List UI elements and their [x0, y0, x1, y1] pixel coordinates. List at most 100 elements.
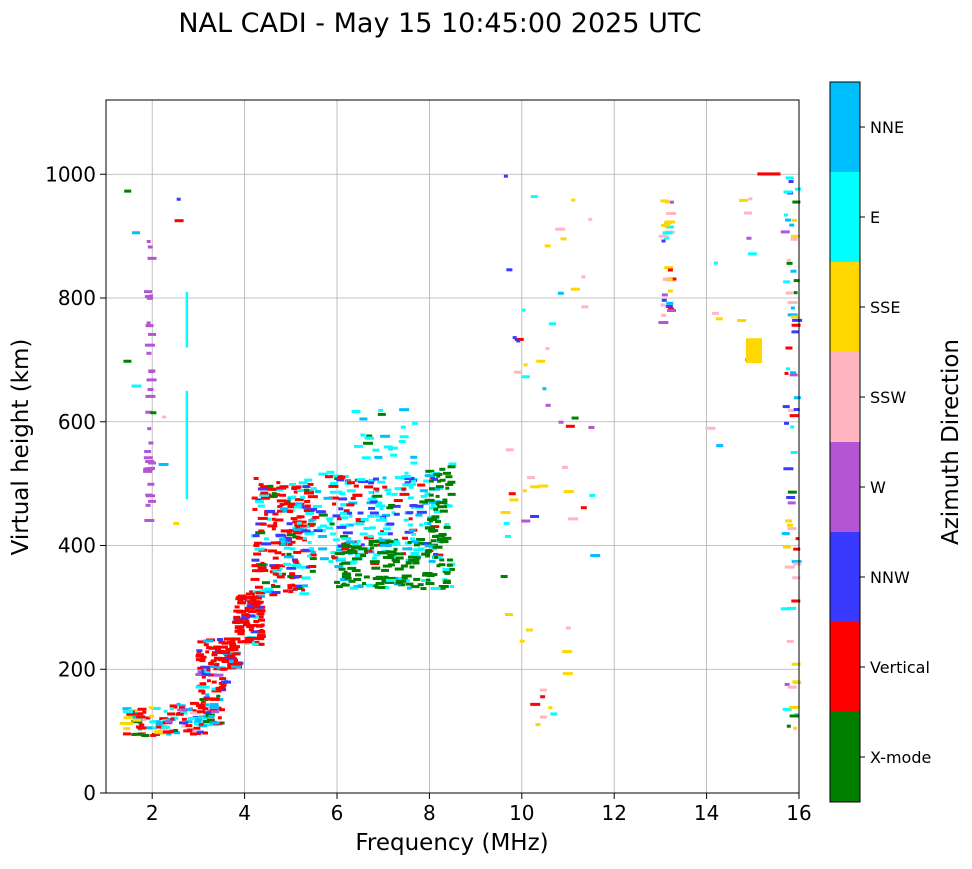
echo-mark	[416, 556, 421, 560]
echo-mark	[144, 295, 152, 299]
echo-mark	[352, 542, 360, 546]
echo-mark	[382, 564, 392, 568]
echo-mark	[349, 550, 358, 554]
echo-mark	[530, 485, 541, 489]
echo-mark	[393, 512, 400, 516]
echo-mark	[785, 291, 793, 295]
echo-mark	[386, 522, 395, 526]
echo-mark	[196, 649, 203, 653]
echo-mark	[661, 293, 668, 297]
echo-mark	[271, 527, 276, 531]
echo-mark	[298, 481, 308, 485]
echo-mark	[146, 726, 153, 730]
echo-mark	[429, 479, 435, 483]
echo-mark	[351, 409, 361, 413]
echo-mark	[530, 702, 541, 706]
echo-mark	[358, 547, 368, 551]
echo-mark	[423, 479, 431, 483]
echo-mark	[324, 475, 333, 479]
echo-mark	[394, 538, 399, 542]
echo-mark	[287, 497, 292, 501]
echo-mark	[350, 586, 359, 590]
echo-mark	[288, 483, 296, 487]
echo-mark	[290, 517, 298, 521]
echo-mark	[339, 524, 349, 528]
echo-mark	[150, 411, 157, 415]
echo-mark	[294, 502, 303, 506]
echo-mark	[270, 541, 281, 545]
echo-mark	[278, 505, 283, 509]
echo-cluster-right-edge-column	[780, 176, 803, 730]
echo-mark	[292, 531, 302, 535]
echo-mark	[408, 523, 414, 527]
echo-mark	[200, 701, 206, 705]
echo-mark	[434, 555, 439, 559]
echo-mark	[211, 680, 217, 684]
echo-mark	[430, 476, 436, 480]
echo-mark	[197, 640, 207, 644]
echo-mark	[202, 703, 210, 707]
echo-mark	[250, 630, 259, 634]
colorbar-label-x-mode: X-mode	[870, 748, 931, 767]
echo-mark	[269, 593, 278, 597]
echo-mark	[252, 569, 262, 573]
echo-mark	[369, 511, 379, 515]
echo-mark	[234, 618, 243, 622]
echo-mark	[141, 734, 150, 738]
echo-mark	[431, 477, 439, 481]
echo-mark	[304, 478, 313, 482]
echo-mark	[122, 710, 133, 714]
echo-mark	[197, 710, 206, 714]
echo-mark	[154, 730, 164, 734]
echo-mark	[147, 482, 155, 486]
echo-mark	[782, 707, 792, 711]
echo-mark	[231, 637, 241, 641]
echo-mark	[424, 498, 435, 502]
echo-mark	[408, 555, 418, 559]
echo-mark	[303, 491, 314, 495]
echo-mark	[367, 534, 374, 538]
echo-mark	[305, 565, 311, 569]
echo-mark	[505, 448, 514, 452]
echo-mark	[272, 572, 279, 576]
echo-mark	[794, 187, 801, 191]
colorbar-swatch-w	[830, 442, 860, 532]
echo-mark	[133, 712, 144, 716]
echo-mark	[309, 569, 316, 573]
echo-mark	[292, 535, 299, 539]
echo-mark	[386, 492, 392, 496]
echo-mark	[716, 444, 724, 448]
echo-mark	[357, 584, 364, 588]
echo-mark	[252, 507, 258, 511]
echo-mark	[381, 579, 387, 583]
echo-mark	[261, 581, 270, 585]
echo-mark	[590, 554, 601, 558]
echo-mark	[363, 441, 374, 445]
echo-mark	[234, 605, 240, 609]
echo-mark	[259, 522, 267, 526]
echo-mark	[665, 225, 674, 229]
echo-mark	[793, 562, 802, 566]
echo-mark	[341, 572, 351, 576]
echo-mark	[211, 689, 222, 693]
echo-mark	[122, 732, 131, 736]
echo-mark	[364, 485, 374, 489]
echo-mark	[147, 256, 157, 260]
echo-mark	[431, 515, 440, 519]
echo-mark	[545, 403, 551, 407]
echo-mark	[786, 261, 793, 265]
echo-mark	[391, 511, 396, 515]
echo-mark	[289, 547, 296, 551]
echo-mark	[162, 415, 167, 419]
echo-mark	[193, 726, 201, 730]
echo-mark	[433, 552, 439, 556]
echo-mark	[122, 707, 132, 711]
echo-mark	[145, 460, 155, 464]
echo-mark	[355, 548, 360, 552]
echo-mark	[395, 556, 404, 560]
echo-mark	[530, 514, 540, 518]
echo-mark	[133, 732, 144, 736]
echo-mark	[787, 685, 797, 689]
echo-mark	[209, 721, 220, 725]
echo-mark	[417, 547, 425, 551]
